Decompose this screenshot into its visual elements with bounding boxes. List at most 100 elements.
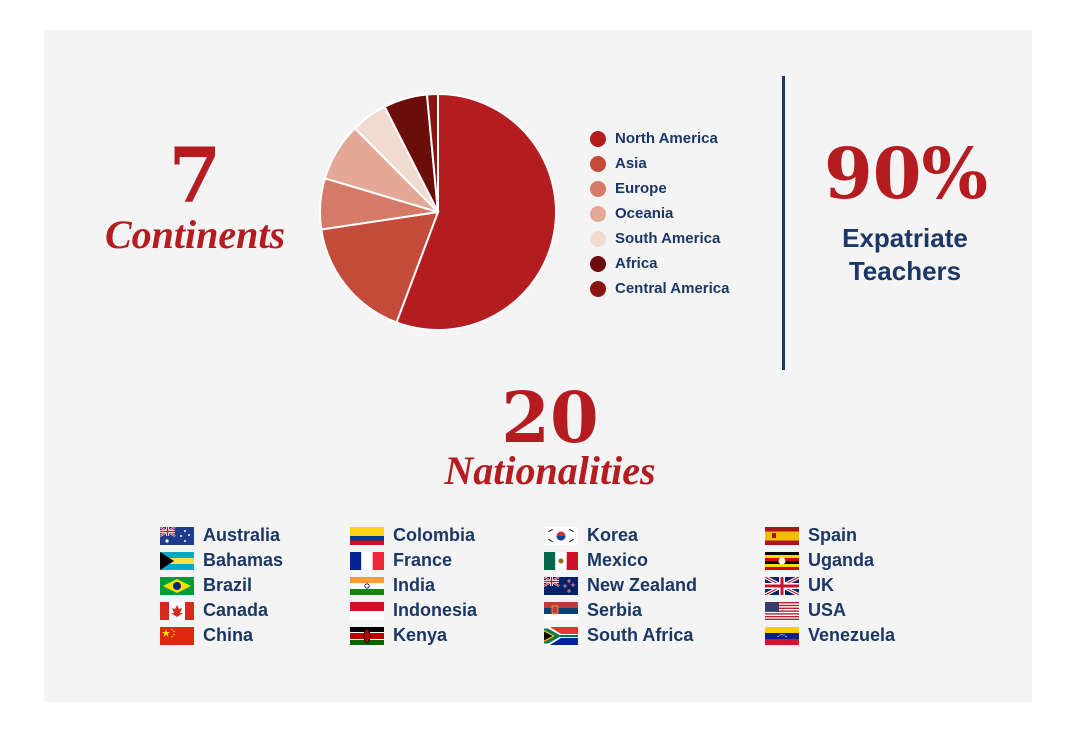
nationality-name: Canada — [203, 600, 269, 620]
kenya-flag — [350, 626, 384, 645]
france-flag — [350, 551, 384, 570]
nationality-item: Serbia — [544, 598, 697, 623]
legend-label: Africa — [615, 255, 658, 272]
nationality-item: Kenya — [350, 623, 477, 648]
pie-slice-asia — [320, 210, 440, 324]
nationality-name: India — [393, 575, 436, 595]
legend-item-europe: Europe — [590, 176, 730, 201]
nationality-name: South Africa — [587, 625, 694, 645]
usa-flag — [765, 601, 799, 620]
legend-item-asia: Asia — [590, 151, 730, 176]
chart-legend: North America Asia Europe Oceania South … — [590, 126, 730, 301]
nationality-name: Kenya — [393, 625, 448, 645]
legend-item-oceania: Oceania — [590, 201, 730, 226]
nationality-column-2: Colombia France India Indonesia Kenya — [350, 523, 477, 648]
nationality-item: Korea — [544, 523, 697, 548]
nationality-column-4: Spain Uganda UK USA Venezuela — [765, 523, 895, 648]
legend-item-africa: Africa — [590, 251, 730, 276]
australia-flag — [160, 526, 194, 545]
nationalities-count: 20 — [501, 376, 599, 459]
nationality-item: Colombia — [350, 523, 477, 548]
brazil-flag — [160, 576, 194, 595]
nationality-name: USA — [808, 600, 847, 620]
legend-label: Asia — [615, 155, 647, 172]
legend-label: Central America — [615, 280, 730, 297]
nationality-item: Bahamas — [160, 548, 283, 573]
nationality-name: Brazil — [203, 575, 253, 595]
uganda-flag — [765, 551, 799, 570]
expatriate-teachers-label: Expatriate Teachers — [800, 222, 1010, 288]
nationality-item: China — [160, 623, 283, 648]
nationality-item: India — [350, 573, 477, 598]
legend-swatch — [590, 255, 606, 272]
nationality-item: Brazil — [160, 573, 283, 598]
nationality-column-3: Korea Mexico New Zealand Serbia South Af… — [544, 523, 697, 648]
legend-label: Europe — [615, 180, 667, 197]
continents-pie-chart — [319, 92, 557, 331]
legend-label: South America — [615, 230, 721, 247]
legend-swatch — [590, 205, 606, 222]
india-flag — [350, 576, 384, 595]
nationality-name: New Zealand — [587, 575, 698, 595]
expatriate-line-1: Expatriate — [842, 223, 968, 253]
china-flag — [160, 626, 194, 645]
legend-swatch — [590, 130, 606, 147]
nationality-name: Mexico — [587, 550, 649, 570]
legend-swatch — [590, 280, 606, 297]
nationality-item: USA — [765, 598, 895, 623]
nationality-item: Venezuela — [765, 623, 895, 648]
nationalities-label: Nationalities — [444, 448, 656, 493]
korea-flag — [544, 526, 578, 545]
nationality-item: Uganda — [765, 548, 895, 573]
legend-label: North America — [615, 130, 718, 147]
expatriate-line-2: Teachers — [848, 256, 962, 286]
pie-slice-central-america — [425, 92, 439, 213]
nationality-item: Canada — [160, 598, 283, 623]
nationality-item: France — [350, 548, 477, 573]
expatriate-percentage: 90% — [824, 132, 988, 215]
legend-item-north-america: North America — [590, 126, 730, 151]
new-zealand-flag — [544, 576, 578, 595]
nationality-name: Venezuela — [808, 625, 896, 645]
nationality-name: France — [393, 550, 453, 570]
indonesia-flag — [350, 601, 384, 620]
infographic-panel — [44, 30, 1032, 702]
canada-flag — [160, 601, 194, 620]
legend-swatch — [590, 230, 606, 247]
legend-swatch — [590, 180, 606, 197]
nationality-name: Colombia — [393, 525, 476, 545]
nationality-item: New Zealand — [544, 573, 697, 598]
nationality-item: Mexico — [544, 548, 697, 573]
nationality-column-1: Australia Bahamas Brazil Canada China — [160, 523, 283, 648]
continents-count: 7 — [168, 131, 222, 220]
mexico-flag — [544, 551, 578, 570]
continents-label: Continents — [104, 212, 286, 257]
nationality-item: Indonesia — [350, 598, 477, 623]
serbia-flag — [544, 601, 578, 620]
nationality-name: China — [203, 625, 254, 645]
nationality-item: Australia — [160, 523, 283, 548]
nationality-item: South Africa — [544, 623, 697, 648]
pie-slice-north-america — [395, 92, 557, 331]
venezuela-flag — [765, 626, 799, 645]
legend-label: Oceania — [615, 205, 674, 222]
nationality-name: UK — [808, 575, 834, 595]
spain-flag — [765, 526, 799, 545]
nationality-name: Uganda — [808, 550, 875, 570]
colombia-flag — [350, 526, 384, 545]
bahamas-flag — [160, 551, 194, 570]
vertical-divider — [782, 76, 785, 370]
nationality-name: Bahamas — [203, 550, 284, 570]
nationality-item: UK — [765, 573, 895, 598]
nationality-name: Indonesia — [393, 600, 478, 620]
nationality-item: Spain — [765, 523, 895, 548]
uk-flag — [765, 576, 799, 595]
legend-item-south-america: South America — [590, 226, 730, 251]
legend-swatch — [590, 155, 606, 172]
nationality-name: Australia — [203, 525, 281, 545]
nationality-name: Serbia — [587, 600, 643, 620]
nationality-name: Spain — [808, 525, 858, 545]
nationality-name: Korea — [587, 525, 639, 545]
legend-item-central-america: Central America — [590, 276, 730, 301]
south-africa-flag — [544, 626, 578, 645]
